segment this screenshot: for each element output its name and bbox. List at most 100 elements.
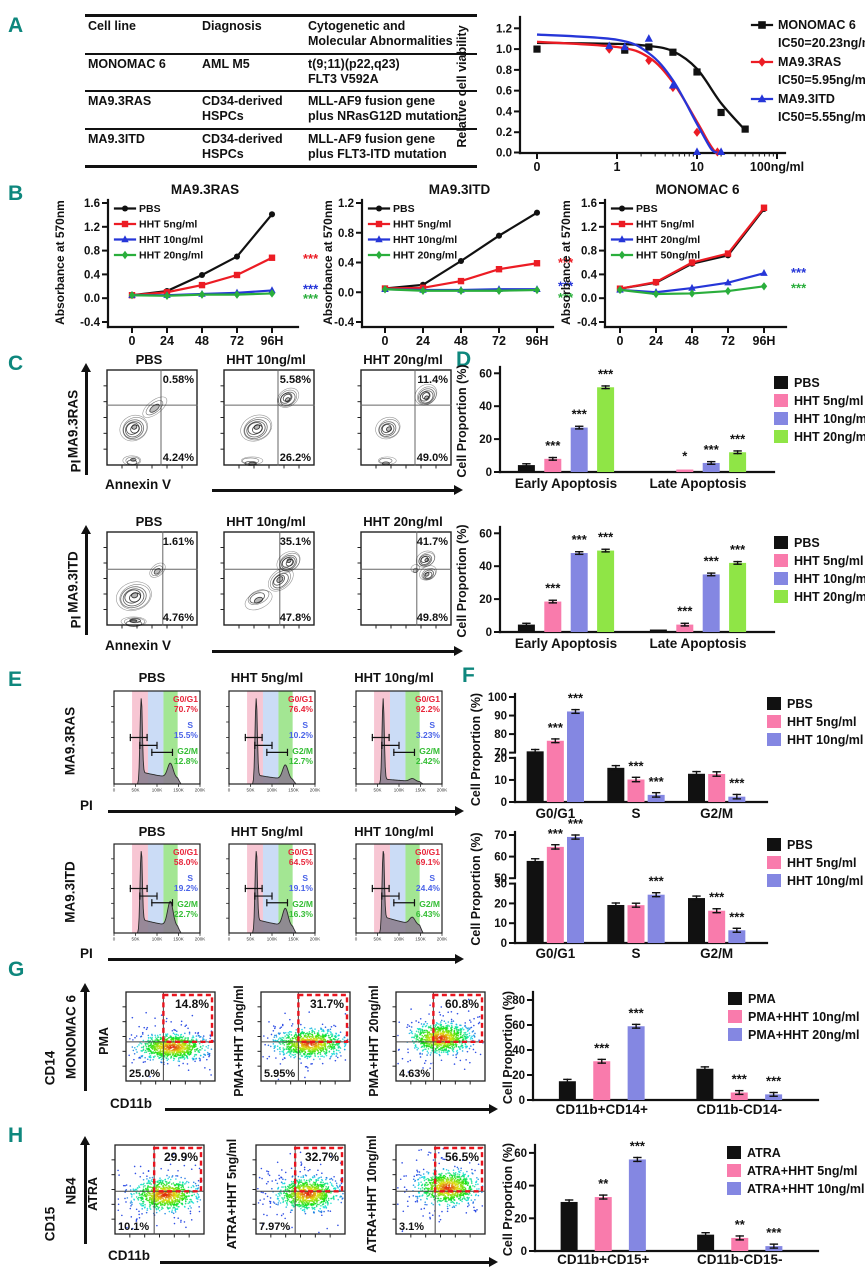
cell-line-label: MA9.3ITD — [65, 551, 81, 613]
svg-text:0.58%: 0.58% — [163, 374, 194, 386]
svg-text:HHT 20ng/ml: HHT 20ng/ml — [139, 250, 203, 262]
svg-text:HHT 5ng/ml: HHT 5ng/ml — [139, 219, 197, 231]
svg-text:G0/G1: G0/G1 — [288, 847, 313, 857]
hist-title: PBS — [138, 670, 166, 685]
panel-letter-b: B — [8, 182, 24, 205]
svg-text:6.43%: 6.43% — [416, 909, 441, 919]
svg-text:70: 70 — [494, 748, 507, 760]
hist-title: HHT 10ng/ml — [354, 670, 434, 685]
svg-text:24: 24 — [160, 334, 174, 348]
svg-text:PBS: PBS — [794, 536, 820, 550]
svg-text:HHT 5ng/ml: HHT 5ng/ml — [393, 219, 451, 231]
svg-text:72: 72 — [230, 334, 244, 348]
svg-text:50K: 50K — [131, 788, 139, 793]
cell-line-table: Cell line Diagnosis Cytogenetic and Molecul… — [85, 14, 477, 168]
svg-text:G2/M: G2/M — [419, 899, 440, 909]
svg-text:72: 72 — [492, 334, 506, 348]
hist-title: PBS — [138, 824, 166, 839]
svg-text:Cell Proportion (%): Cell Proportion (%) — [469, 832, 483, 945]
svg-text:IC50=5.95ng/ml: IC50=5.95ng/ml — [778, 73, 865, 87]
svg-text:19.1%: 19.1% — [289, 883, 314, 893]
svg-text:PBS: PBS — [787, 697, 813, 711]
apoptosis-bar-chart-ma93ras: 0 20 40 60 Early Apoptosis *** *** *** Late Apop… — [452, 348, 865, 510]
svg-text:***: *** — [709, 890, 725, 905]
svg-text:***: *** — [598, 530, 614, 545]
y-axis-marker-label: PI — [68, 459, 84, 473]
svg-text:96H: 96H — [261, 334, 284, 348]
svg-text:HHT 10ng/ml: HHT 10ng/ml — [787, 874, 863, 888]
svg-text:20: 20 — [479, 434, 492, 446]
svg-text:-0.4: -0.4 — [577, 317, 597, 329]
annexin-axis-arrow — [212, 646, 463, 656]
svg-text:S: S — [302, 720, 308, 730]
svg-text:G2/M: G2/M — [177, 899, 198, 909]
svg-text:30: 30 — [494, 879, 507, 891]
svg-text:***: *** — [558, 255, 574, 270]
svg-text:15.5%: 15.5% — [174, 730, 199, 740]
svg-text:26.2%: 26.2% — [280, 452, 311, 464]
svg-text:HHT 10ng/ml: HHT 10ng/ml — [787, 733, 863, 747]
hist-title: HHT 5ng/ml — [230, 824, 304, 839]
svg-text:50K: 50K — [246, 788, 254, 793]
svg-text:G2/M: G2/M — [292, 746, 313, 756]
svg-text:49.0%: 49.0% — [417, 452, 448, 464]
svg-text:***: *** — [628, 759, 644, 774]
svg-text:0: 0 — [501, 797, 507, 809]
svg-text:48: 48 — [685, 334, 699, 348]
svg-text:20: 20 — [494, 753, 507, 765]
svg-text:***: *** — [704, 442, 720, 457]
svg-text:2.42%: 2.42% — [416, 756, 441, 766]
svg-text:0: 0 — [355, 788, 358, 793]
svg-text:50K: 50K — [373, 788, 381, 793]
svg-text:S: S — [302, 873, 308, 883]
x-axis-marker-label: PI — [80, 946, 93, 961]
panel-letter-a: A — [8, 14, 24, 37]
svg-text:G0/G1: G0/G1 — [173, 847, 198, 857]
svg-text:60: 60 — [479, 368, 492, 380]
svg-text:29.9%: 29.9% — [164, 1150, 198, 1164]
condition-label: PMA+HHT 10ng/ml — [232, 985, 246, 1097]
svg-text:***: *** — [629, 1005, 645, 1020]
svg-text:0: 0 — [501, 938, 507, 950]
svg-text:0: 0 — [617, 334, 624, 348]
svg-text:1.0: 1.0 — [496, 44, 512, 56]
flow-title: HHT 10ng/ml — [226, 514, 306, 529]
svg-text:70.7%: 70.7% — [174, 704, 199, 714]
svg-text:150K: 150K — [288, 937, 299, 942]
table-row: MA9.3RAS CD34-derived HSPCs MLL-AF9 fusion … — [85, 91, 477, 129]
svg-text:150K: 150K — [288, 788, 299, 793]
x-axis-marker-label: PI — [80, 798, 93, 813]
svg-text:PMA+HHT 20ng/ml: PMA+HHT 20ng/ml — [748, 1028, 859, 1042]
apoptosis-contour-plot: 11.4% 49.0% — [352, 368, 454, 476]
apoptosis-contour-plot: 41.7% 49.8% — [352, 530, 454, 636]
svg-text:Early Apoptosis: Early Apoptosis — [515, 476, 617, 491]
svg-text:***: *** — [558, 278, 574, 293]
svg-text:***: *** — [729, 909, 745, 924]
svg-text:24.4%: 24.4% — [416, 883, 441, 893]
svg-text:10: 10 — [494, 918, 507, 930]
apoptosis-bar-chart-ma93itd: 0 20 40 60 Early Apoptosis *** *** *** Late Apop… — [452, 508, 865, 670]
svg-text:4.76%: 4.76% — [163, 612, 194, 624]
table-row: MA9.3ITD CD34-derived HSPCs MLL-AF9 fusion … — [85, 128, 477, 167]
pi-axis-arrow — [81, 363, 91, 475]
svg-text:PMA: PMA — [748, 992, 776, 1006]
svg-text:0.0: 0.0 — [338, 287, 354, 299]
svg-text:100K: 100K — [152, 937, 163, 942]
svg-text:MA9.3RAS: MA9.3RAS — [778, 55, 841, 69]
svg-text:MONOMAC 6: MONOMAC 6 — [778, 18, 856, 32]
svg-text:HHT 20ng/ml: HHT 20ng/ml — [794, 590, 865, 604]
cell-cycle-histogram: 0 50K 100K 150K 200K G0/G1 64.5% S 19.1% G2/M 16.3… — [216, 841, 320, 943]
svg-text:1.61%: 1.61% — [163, 536, 194, 548]
svg-text:24: 24 — [416, 334, 430, 348]
svg-text:80: 80 — [512, 995, 525, 1007]
svg-text:200K: 200K — [195, 788, 206, 793]
hist-title: HHT 5ng/ml — [230, 670, 304, 685]
cell-line-label: MA9.3RAS — [65, 389, 81, 459]
svg-text:S: S — [631, 946, 640, 961]
svg-text:200K: 200K — [437, 788, 448, 793]
svg-text:40: 40 — [512, 1045, 525, 1057]
svg-text:HHT 50ng/ml: HHT 50ng/ml — [636, 250, 700, 262]
svg-text:***: *** — [704, 553, 720, 568]
svg-text:HHT 20ng/ml: HHT 20ng/ml — [393, 250, 457, 262]
cd11b-axis-arrow — [165, 1104, 498, 1114]
